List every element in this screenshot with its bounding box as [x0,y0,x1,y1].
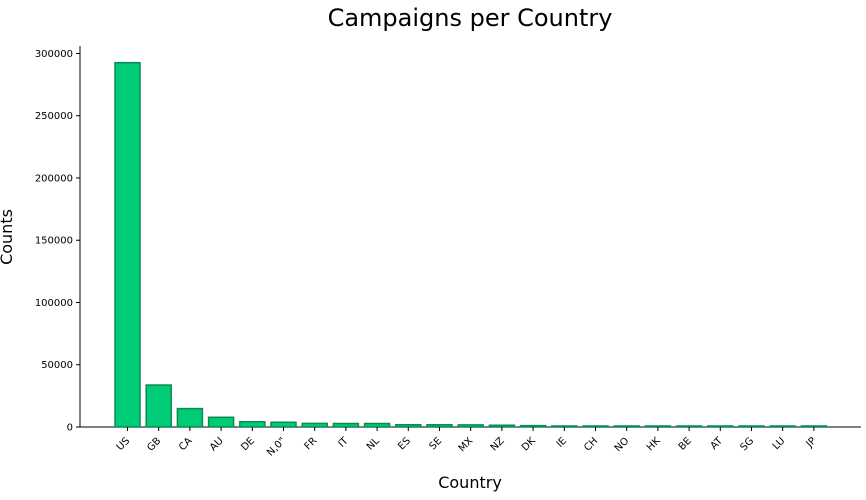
chart-title: Campaigns per Country [328,4,613,32]
x-tick-label: NL [365,435,382,452]
bar-ca [176,407,204,428]
x-tick-label: ES [396,436,413,453]
bar-gb [145,384,172,428]
y-tick-label: 150000 [35,236,73,247]
bar-mx [457,424,484,428]
bar-it [332,422,360,428]
y-tick-label: 0 [67,423,73,434]
x-tick-label: IT [336,435,351,450]
bar-se [426,424,453,428]
x-tick-label: CH [582,436,600,454]
x-tick-label: SG [738,436,756,454]
x-tick-label: AU [208,436,226,454]
bar-at [707,425,734,428]
bar-jp [800,425,828,428]
y-tick-label: 250000 [35,111,73,122]
x-tick-label: US [115,436,132,453]
x-tick-label: JP [804,436,819,451]
bar-ie [551,425,578,428]
bar-lu [769,425,796,428]
x-tick-label: DK [520,435,538,453]
bar-no [613,425,640,428]
x-tick-label: NO [613,436,632,455]
x-tick-label: CA [177,435,195,453]
y-tick-label: 300000 [35,49,73,60]
x-tick-label: MX [457,435,476,454]
bar-de [239,421,266,428]
x-tick-label: AT [709,435,726,452]
x-axis-label: Country [438,473,502,492]
x-tick-label: BE [677,436,694,453]
x-tick-label: FR [303,436,320,453]
y-tick-label: 200000 [35,173,73,184]
x-tick-label: SE [427,436,444,453]
bar-be [675,425,703,428]
y-axis-label: Counts [0,209,16,265]
bar-hk [644,425,672,428]
bar-nz [488,424,516,428]
bar-ch [582,425,609,428]
x-tick-label: IE [555,436,569,450]
y-tick-label: 50000 [41,360,73,371]
bar-dk [519,424,547,428]
bar-n0 [270,421,297,428]
x-tick-label: GB [145,435,163,453]
x-tick-label: NZ [489,435,507,453]
bar-fr [301,422,328,428]
y-tick-label: 100000 [35,298,73,309]
x-tick-label: LU [771,436,788,453]
x-tick-label: DE [239,436,257,454]
bar-au [207,416,235,428]
bar-us [114,61,141,428]
x-tick-label: HK [645,435,663,453]
bar-nl [363,422,391,428]
bar-es [395,424,422,428]
plot-area: 0 50000 100000 150000 200000 250000 300000 US GB… [35,46,861,459]
x-tick-label: N,0" [265,436,288,459]
bar-sg [738,425,765,428]
